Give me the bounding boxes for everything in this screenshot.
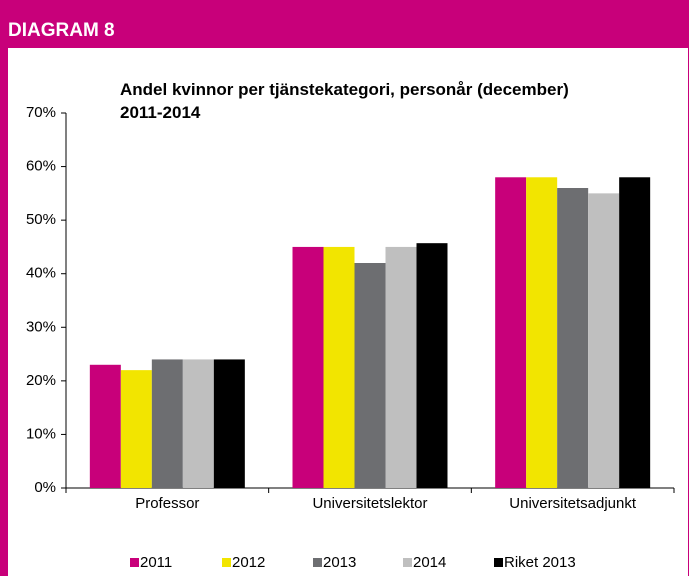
bar	[495, 177, 527, 489]
chart-title: Andel kvinnor per tjänstekategori, perso…	[120, 80, 569, 122]
bar	[292, 246, 324, 488]
legend-swatch	[403, 558, 412, 567]
legend-label: 2013	[323, 554, 356, 571]
legend-label: 2011	[140, 554, 172, 571]
bar	[151, 359, 183, 488]
bar	[557, 188, 589, 488]
y-tick-label: 30%	[26, 318, 56, 335]
header: DIAGRAM 8	[0, 0, 689, 48]
legend-swatch	[494, 558, 503, 567]
bar	[182, 359, 214, 488]
y-tick-label: 60%	[26, 158, 56, 175]
bar	[323, 246, 355, 488]
y-tick-label: 10%	[26, 425, 56, 442]
x-tick-label: Professor	[135, 495, 199, 512]
bar	[416, 243, 448, 488]
bar	[588, 193, 620, 488]
bar	[385, 246, 417, 488]
y-tick-label: 0%	[34, 479, 56, 496]
y-tick-label: 70%	[26, 104, 56, 121]
y-tick-label: 40%	[26, 265, 56, 282]
y-tick-label: 50%	[26, 211, 56, 228]
legend-label: 2014	[413, 554, 446, 571]
bar	[354, 263, 386, 488]
y-tick-label: 20%	[26, 372, 56, 389]
x-tick-label: Universitetsadjunkt	[509, 495, 637, 512]
x-tick-label: Universitetslektor	[312, 495, 427, 512]
bar	[89, 364, 121, 488]
legend-swatch	[130, 558, 139, 567]
legend-swatch	[313, 558, 322, 567]
bar	[619, 177, 651, 489]
legend-swatch	[222, 558, 231, 567]
bar	[526, 177, 558, 489]
bar	[120, 370, 152, 488]
legend-label: Riket 2013	[504, 554, 576, 571]
legend-label: 2012	[232, 554, 265, 571]
frame-left	[0, 48, 8, 576]
bar	[213, 359, 245, 488]
